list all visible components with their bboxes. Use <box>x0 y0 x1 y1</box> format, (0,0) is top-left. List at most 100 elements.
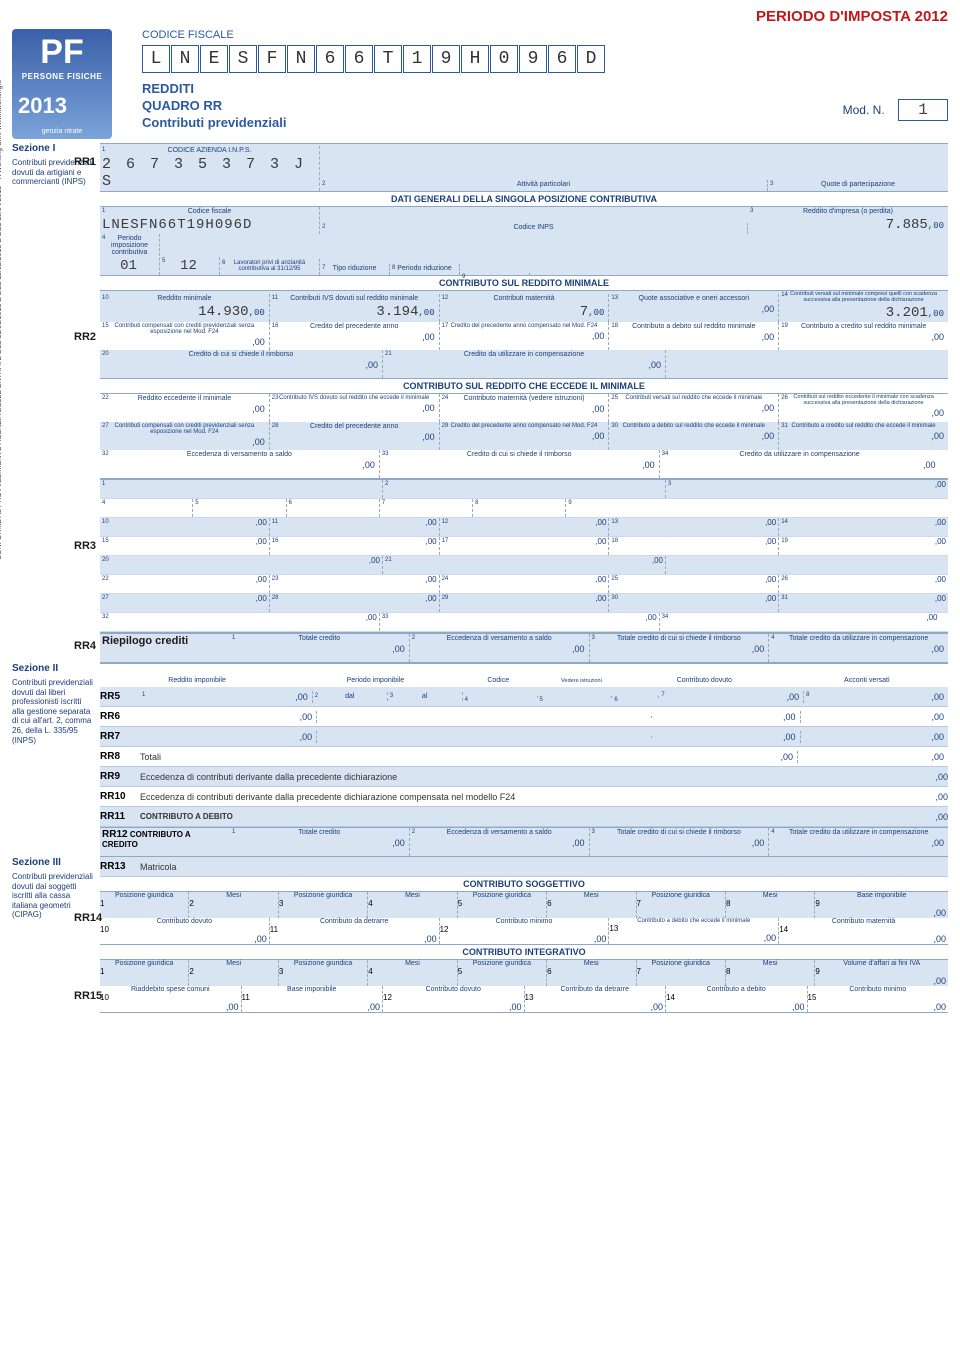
cf-char: 9 <box>519 45 547 73</box>
rr11-code: RR11 <box>100 811 140 822</box>
rr2-r2-l0: Contributi compensati con crediti previd… <box>102 323 267 337</box>
rr2-r1-v4: 3.201 <box>886 305 928 321</box>
rr2-r1-v2: 7 <box>580 304 588 320</box>
rr2-r1-v0: 14.930 <box>198 304 248 320</box>
rr2-r2-l1: Credito del precedente anno <box>272 323 437 332</box>
cf-char: N <box>287 45 315 73</box>
rr1-tiporid: Tipo riduzione <box>322 265 387 274</box>
rr5-code: RR5 <box>100 691 140 702</box>
rr2-r5-l4: Contributo a credito sul reddito che ecc… <box>781 423 946 431</box>
rr3-grid: RR3 123,00 456789 10,0011,0012,0013,0014… <box>100 479 948 633</box>
rr14-code: RR14 <box>74 912 102 924</box>
mod-n-label: Mod. N. <box>843 103 885 117</box>
rr2-r2-l3: Contributo a debito sul reddito minimale <box>611 323 776 332</box>
mod-n-value: 1 <box>898 99 948 121</box>
rr3-code: RR3 <box>74 540 96 552</box>
rr8-txt: Totali <box>140 752 648 762</box>
rr2-r1-l3: Quote associative e oneri accessori <box>611 295 776 304</box>
logo-agenzia: genzia ntrate <box>16 128 108 135</box>
hdr-quadro: QUADRO RR <box>142 98 768 115</box>
cf-char: N <box>171 45 199 73</box>
rr2-r4-l4: Contributi sul reddito eccedente il mini… <box>781 395 946 408</box>
s2-h0: Reddito imponibile <box>102 677 292 686</box>
cf-char: H <box>461 45 489 73</box>
rr4-c3: Totale credito da utilizzare in compensa… <box>771 635 946 644</box>
rr1-reddito-val: 7.885,00 <box>750 217 946 233</box>
rr7-code: RR7 <box>100 731 140 742</box>
rr2-r4-l2: Contributo maternità (vedere istruzioni) <box>442 395 607 404</box>
rr13-txt: Matricola <box>140 862 948 872</box>
rr2-r4-l1: Contributo IVS dovuto sul reddito che ec… <box>272 395 437 403</box>
logo-box: PF PERSONE FISICHE 2013 genzia ntrate <box>12 29 112 139</box>
rr6-code: RR6 <box>100 711 140 722</box>
rr2-code: RR2 <box>74 331 96 343</box>
rr4-title: Riepilogo crediti <box>102 635 188 647</box>
rr1-cf-lbl: Codice fiscale <box>102 208 317 217</box>
rr2-r1-l0: Reddito minimale <box>102 295 267 304</box>
rr2-r1-l4: Contributi versati sul minimale compresi… <box>781 292 946 305</box>
cf-char: D <box>577 45 605 73</box>
cf-char: 0 <box>490 45 518 73</box>
rr2-r1-l2: Contributi maternità <box>442 295 607 304</box>
header-titles: REDDITI QUADRO RR Contributi previdenzia… <box>142 81 768 132</box>
header: PF PERSONE FISICHE 2013 genzia ntrate CO… <box>12 29 948 139</box>
rr12-code: RR12 <box>102 829 128 840</box>
rr1-dati-generali: DATI GENERALI DELLA SINGOLA POSIZIONE CO… <box>100 192 948 206</box>
rr2-r1-v1: 3.194 <box>376 304 418 320</box>
rr10-code: RR10 <box>100 791 140 802</box>
cf-char: E <box>200 45 228 73</box>
rr2-r5-l0: Contributi compensati con crediti previd… <box>102 423 267 437</box>
s2-h2: Codice <box>459 677 538 686</box>
rr2-r2-l2: Credito del precedente anno compensato n… <box>442 323 607 331</box>
periodo-imposta: PERIODO D'IMPOSTA 2012 <box>12 8 948 25</box>
rr1-codaz-lbl: CODICE AZIENDA I.N.P.S. <box>102 147 317 156</box>
rr12-c0: Totale credito <box>232 829 407 838</box>
cf-char: 1 <box>403 45 431 73</box>
rr1-dal: Periodo imposizione contributiva <box>102 235 157 258</box>
sidebar-sez1: Sezione I Contributi previdenziali dovut… <box>12 143 100 663</box>
cf-label: CODICE FISCALE <box>142 29 768 41</box>
rr2-title-min: CONTRIBUTO SUL REDDITO MINIMALE <box>100 276 948 290</box>
rr2-r3-l0: Credito di cui si chiede il rimborso <box>102 351 380 360</box>
rr9-code: RR9 <box>100 771 140 782</box>
contrib-int-title: CONTRIBUTO INTEGRATIVO <box>100 945 948 959</box>
rr2-r3-l1: Credito da utilizzare in compensazione <box>385 351 663 360</box>
vertical-footer-text: CONFORME AL PROVVEDIMENTO AGENZIA DELLE … <box>0 80 3 560</box>
rr15-code: RR15 <box>74 990 102 1002</box>
rr1-periodo-dal: 01 <box>102 258 157 274</box>
rr8-code: RR8 <box>100 751 140 762</box>
rr2-r2-l4: Contributo a credito sul reddito minimal… <box>781 323 946 332</box>
contrib-sogg-title: CONTRIBUTO SOGGETTIVO <box>100 877 948 891</box>
rr2-title-ecc: CONTRIBUTO SUL REDDITO CHE ECCEDE IL MIN… <box>100 379 948 393</box>
rr4-c0: Totale credito <box>232 635 407 644</box>
cf-char: T <box>374 45 402 73</box>
hdr-contributi: Contributi previdenziali <box>142 115 768 132</box>
rr1-attivita-lbl: Attività particolari <box>322 181 765 190</box>
s2-h4: Contributo dovuto <box>625 677 783 686</box>
rr1-cf-val: LNESFN66T19H096D <box>102 217 252 233</box>
cf-char: L <box>142 45 170 73</box>
cf-boxes: L N E S F N 6 6 T 1 9 H 0 9 6 D <box>142 45 768 73</box>
rr13-code: RR13 <box>100 861 140 872</box>
hdr-redditi: REDDITI <box>142 81 768 98</box>
sidebar-sez2: Sezione II Contributi previdenziali dovu… <box>12 663 100 857</box>
rr10-txt: Eccedenza di contributi derivante dalla … <box>140 792 898 802</box>
rr11-txt: CONTRIBUTO A DEBITO <box>140 812 898 821</box>
sezione2-desc: Contributi previdenziali dovuti dai libe… <box>12 678 94 745</box>
sezione2-title: Sezione II <box>12 663 94 674</box>
rr2-r6-l1: Credito di cui si chiede il rimborso <box>382 451 657 460</box>
rr1-code: RR1 <box>74 156 96 168</box>
rr1-quote-lbl: Quote di partecipazione <box>770 181 946 190</box>
rr2-r4-l3: Contributi versati sul reddito che ecced… <box>611 395 776 403</box>
rr4-c1: Eccedenza di versamento a saldo <box>412 635 587 644</box>
rr2-r1-l1: Contributi IVS dovuti sul reddito minima… <box>272 295 437 304</box>
rr2-r6-l2: Credito da utilizzare in compensazione <box>662 451 938 460</box>
rr12-c2: Totale credito di cui si chiede il rimbo… <box>592 829 767 838</box>
rr1-inps-lbl: Codice INPS <box>322 224 745 233</box>
rr12-c1: Eccedenza di versamento a saldo <box>412 829 587 838</box>
rr1-lavprivi: Lavoratori privi di anzianità contributi… <box>222 260 317 274</box>
rr1-periodo-al: 12 <box>162 258 217 274</box>
cf-char: F <box>258 45 286 73</box>
rr2-r5-l2: Credito del precedente anno compensato n… <box>442 423 607 431</box>
rr4-c2: Totale credito di cui si chiede il rimbo… <box>592 635 767 644</box>
